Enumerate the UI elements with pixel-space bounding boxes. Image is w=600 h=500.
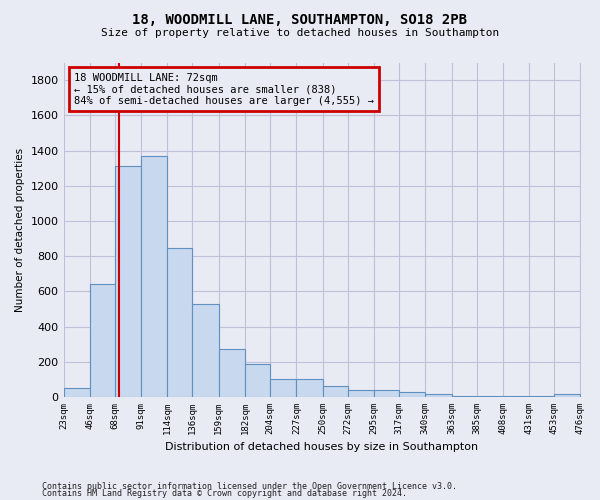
Bar (90, 284, 115, 397)
Bar (374, 390, 399, 397)
Bar (270, 379, 296, 397)
Bar (296, 379, 323, 397)
Bar (219, 348, 245, 397)
Bar (64, 388, 90, 397)
Bar (399, 392, 425, 397)
Bar (323, 386, 347, 397)
Text: 18, WOODMILL LANE, SOUTHAMPTON, SO18 2PB: 18, WOODMILL LANE, SOUTHAMPTON, SO18 2PB (133, 12, 467, 26)
Bar (529, 396, 554, 397)
Y-axis label: Number of detached properties: Number of detached properties (15, 148, 25, 312)
Bar (193, 304, 219, 397)
Bar (347, 390, 374, 397)
Bar (452, 396, 476, 397)
Bar (503, 396, 529, 397)
Bar (115, 166, 141, 397)
Bar (167, 248, 193, 397)
Bar (245, 364, 270, 397)
Bar (476, 396, 503, 397)
Text: Contains HM Land Registry data © Crown copyright and database right 2024.: Contains HM Land Registry data © Crown c… (42, 488, 407, 498)
Text: 18 WOODMILL LANE: 72sqm
← 15% of detached houses are smaller (838)
84% of semi-d: 18 WOODMILL LANE: 72sqm ← 15% of detache… (74, 72, 374, 106)
Bar (425, 394, 452, 397)
X-axis label: Distribution of detached houses by size in Southampton: Distribution of detached houses by size … (166, 442, 479, 452)
Text: Contains public sector information licensed under the Open Government Licence v3: Contains public sector information licen… (42, 482, 457, 491)
Bar (554, 394, 580, 397)
Text: Size of property relative to detached houses in Southampton: Size of property relative to detached ho… (101, 28, 499, 38)
Bar (141, 156, 167, 397)
